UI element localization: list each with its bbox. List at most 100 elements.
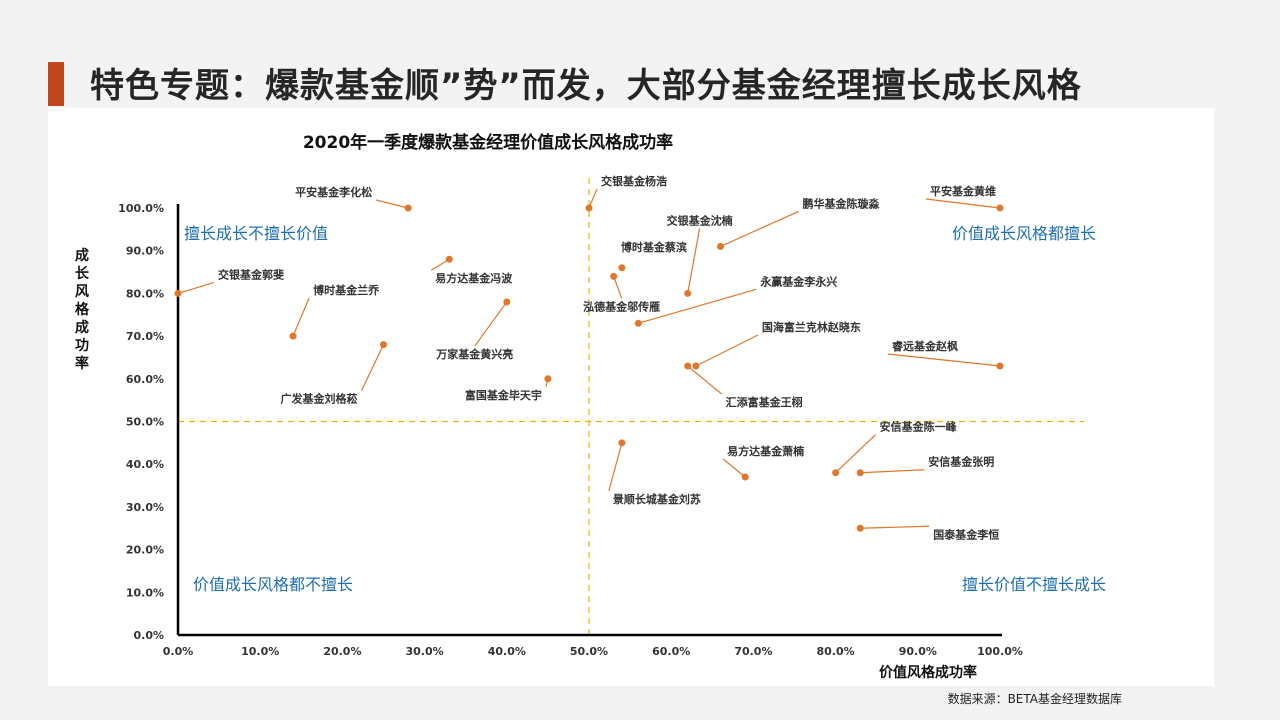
x-tick-label: 80.0% xyxy=(817,645,855,658)
leader-line xyxy=(695,334,759,367)
leader-line xyxy=(292,297,310,337)
y-axis-title-char: 成 xyxy=(75,247,89,264)
point-label: 博时基金兰乔 xyxy=(313,283,380,297)
y-tick-label: 50.0% xyxy=(126,416,164,429)
y-tick-label: 90.0% xyxy=(126,245,164,258)
point-label: 广发基金刘格菘 xyxy=(281,392,358,406)
point-label: 永赢基金李永兴 xyxy=(759,274,837,288)
point-label: 交银基金杨浩 xyxy=(601,174,667,188)
x-tick-label: 10.0% xyxy=(241,645,279,658)
y-axis-title-char: 率 xyxy=(75,355,89,372)
data-point xyxy=(610,272,618,280)
data-point xyxy=(996,204,1004,212)
leader-line xyxy=(720,210,799,247)
x-tick-label: 30.0% xyxy=(406,645,444,658)
y-tick-label: 20.0% xyxy=(126,544,164,557)
leader-line xyxy=(925,198,1001,209)
point-label: 交银基金沈楠 xyxy=(667,213,733,227)
leader-line xyxy=(860,469,925,474)
x-tick-label: 50.0% xyxy=(570,645,608,658)
point-label: 景顺长城基金刘苏 xyxy=(612,492,701,506)
quadrant-label-bottom-right: 擅长价值不擅长成长 xyxy=(962,575,1106,594)
leader-line xyxy=(474,301,508,347)
y-tick-label: 60.0% xyxy=(126,373,164,386)
data-point xyxy=(174,289,182,297)
point-label: 汇添富基金王栩 xyxy=(726,395,803,409)
data-point xyxy=(585,204,593,212)
y-axis-title-char: 格 xyxy=(75,301,90,318)
x-tick-label: 40.0% xyxy=(488,645,526,658)
data-point xyxy=(684,289,692,297)
y-tick-label: 0.0% xyxy=(133,629,164,642)
data-point xyxy=(503,298,511,306)
point-label: 富国基金毕天宇 xyxy=(465,388,542,402)
data-point xyxy=(741,473,749,481)
data-point xyxy=(684,362,692,370)
data-point xyxy=(544,375,552,383)
data-point xyxy=(717,242,725,250)
point-label: 交银基金郭斐 xyxy=(218,267,284,281)
point-label: 万家基金黄兴亮 xyxy=(435,347,513,361)
y-tick-label: 100.0% xyxy=(118,202,164,215)
data-point xyxy=(832,469,840,477)
point-label: 鹏华基金陈璇淼 xyxy=(803,196,881,210)
point-label: 易方达基金冯波 xyxy=(435,271,513,285)
title-accent-bar xyxy=(48,62,64,106)
scatter-chart: 2020年一季度爆款基金经理价值成长风格成功率 0.0% 10.0% 20.0% 30.… xyxy=(75,132,1106,681)
data-point xyxy=(618,264,626,272)
page-title: 特色专题：爆款基金顺”势”而发，大部分基金经理擅长成长风格 xyxy=(90,66,1082,106)
leader-line xyxy=(835,434,877,474)
x-tick-label: 0.0% xyxy=(163,645,194,658)
point-label: 易方达基金萧楠 xyxy=(727,444,804,458)
x-tick-label: 20.0% xyxy=(323,645,361,658)
leader-line xyxy=(860,525,930,529)
point-label: 泓德基金邬传雁 xyxy=(583,299,660,313)
data-point xyxy=(380,341,387,349)
data-point xyxy=(692,362,700,370)
y-axis-title-char: 长 xyxy=(75,265,90,282)
y-tick-label: 30.0% xyxy=(126,501,164,514)
quadrant-label-top-right: 价值成长风格都擅长 xyxy=(952,224,1096,243)
leader-line xyxy=(177,281,215,294)
point-label: 平安基金黄维 xyxy=(930,184,996,198)
point-label: 平安基金李化松 xyxy=(295,185,372,199)
y-tick-label: 80.0% xyxy=(126,287,164,300)
y-tick-label: 10.0% xyxy=(126,586,164,599)
leader-line xyxy=(687,365,723,395)
quadrant-label-bottom-left: 价值成长风格都不擅长 xyxy=(193,575,353,594)
source-note: 数据来源：BETA基金经理数据库 xyxy=(947,692,1122,706)
y-tick-label: 70.0% xyxy=(126,330,164,343)
point-label: 国泰基金李恒 xyxy=(933,527,999,541)
x-tick-label: 70.0% xyxy=(734,645,772,658)
data-point xyxy=(856,469,864,477)
data-point xyxy=(289,332,297,340)
point-label: 安信基金陈一峰 xyxy=(880,420,958,434)
leader-line xyxy=(430,258,450,271)
data-point xyxy=(856,524,864,532)
leader-line xyxy=(613,276,623,299)
leader-line xyxy=(722,458,746,478)
quadrant-label-top-left: 擅长成长不擅长价值 xyxy=(184,224,328,243)
leader-line xyxy=(687,228,701,294)
data-point xyxy=(634,319,642,327)
y-axis-title-char: 功 xyxy=(75,338,89,354)
leader-line xyxy=(638,288,757,324)
x-tick-label: 100.0% xyxy=(977,645,1023,658)
point-label: 国海富兰克林赵晓东 xyxy=(762,320,861,334)
x-axis-title: 价值风格成功率 xyxy=(879,664,977,681)
x-tick-label: 90.0% xyxy=(899,645,937,658)
y-axis-title-char: 风 xyxy=(75,284,89,300)
y-tick-label: 40.0% xyxy=(126,458,164,471)
chart-card: 2020年一季度爆款基金经理价值成长风格成功率 0.0% 10.0% 20.0% 30.… xyxy=(48,108,1214,686)
data-point xyxy=(618,439,626,447)
leader-line xyxy=(376,199,409,209)
data-point xyxy=(404,204,412,212)
point-label: 安信基金张明 xyxy=(928,455,994,469)
y-axis-title-char: 成 xyxy=(75,319,89,336)
point-label: 睿远基金赵枫 xyxy=(892,339,958,353)
chart-title: 2020年一季度爆款基金经理价值成长风格成功率 xyxy=(303,132,673,153)
leader-line xyxy=(360,344,385,391)
leader-line xyxy=(608,442,623,492)
x-tick-label: 60.0% xyxy=(652,645,690,658)
data-point xyxy=(445,255,453,263)
